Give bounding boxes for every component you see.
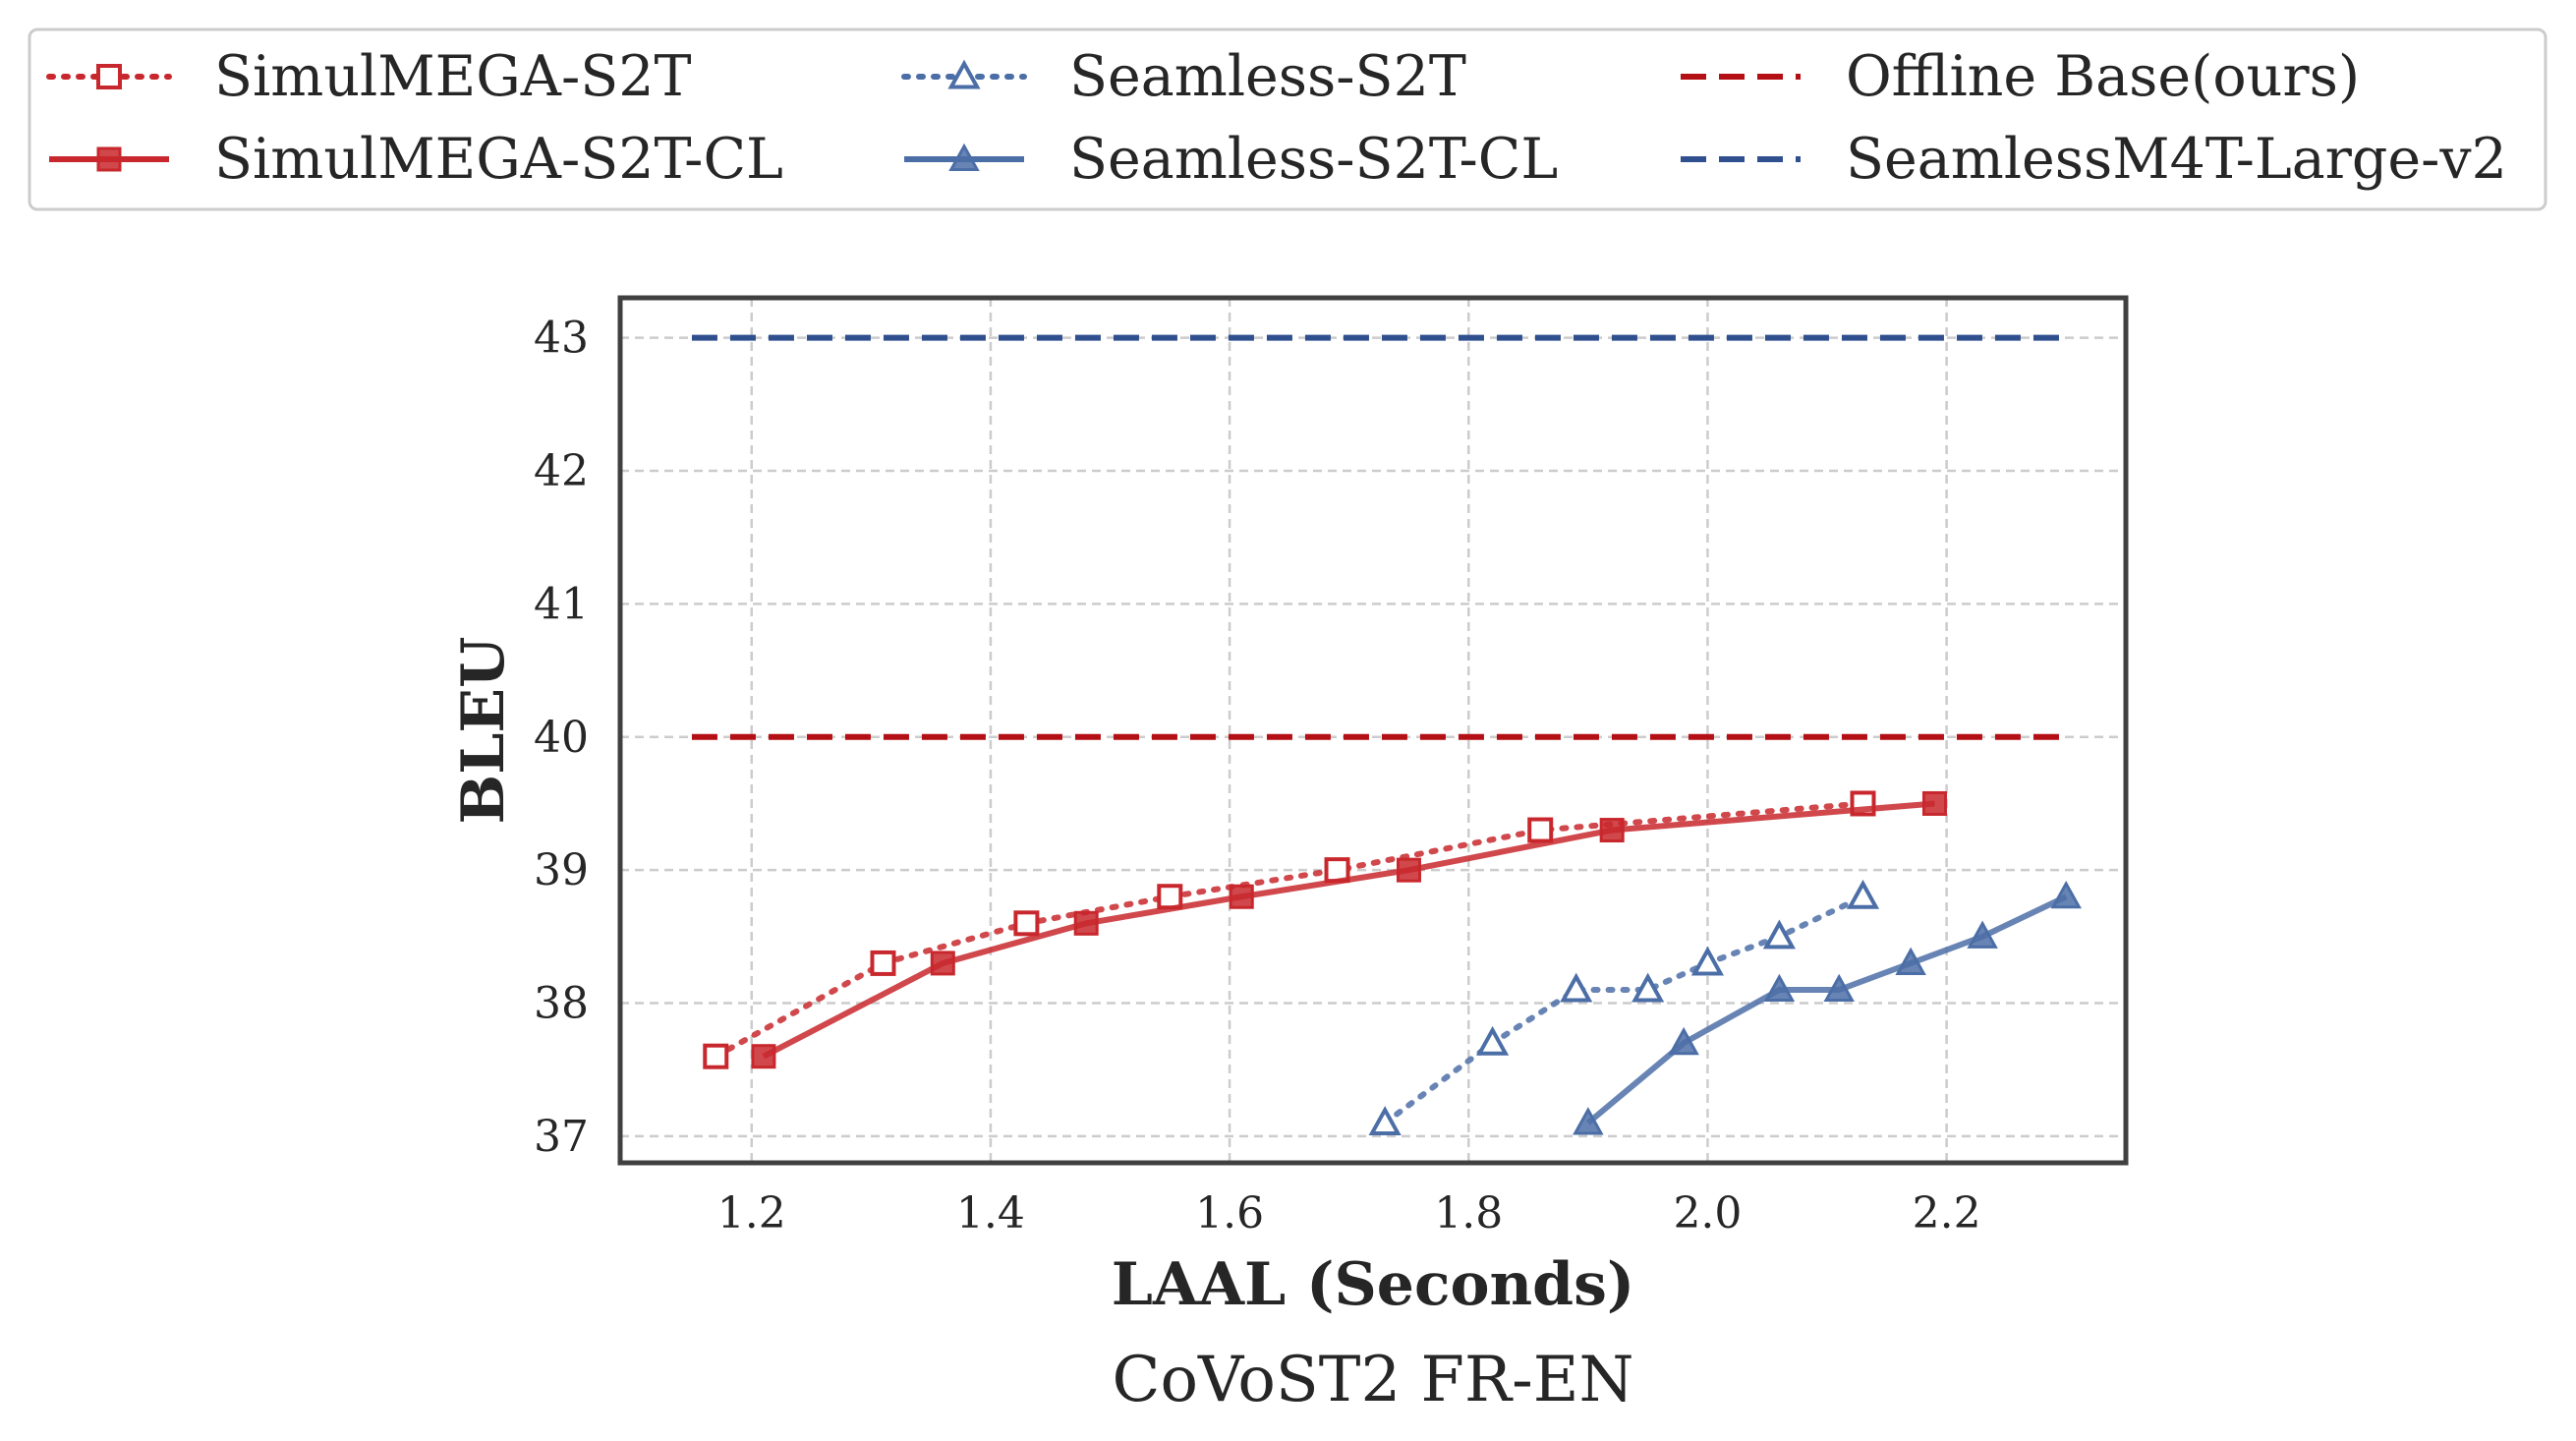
data-point [1763,973,1796,1003]
data-point [1368,1106,1402,1135]
data-point [2050,880,2082,909]
y-tick-label: 43 [534,314,589,364]
legend-entry: Seamless-S2T-CL [904,127,1558,192]
x-tick-label: 2.2 [1913,1188,1981,1239]
chart-caption: CoVoST2 FR-EN [1113,1344,1634,1416]
series-seamless-s2t-cl [1573,880,2082,1135]
data-point [1573,1107,1604,1135]
y-tick-label: 41 [534,579,589,629]
legend-label: Seamless-S2T-CL [1069,127,1558,192]
legend-entry: Seamless-S2T [901,44,1466,109]
data-point [1631,972,1665,1003]
data-point [1846,879,1880,909]
data-point [1073,910,1099,936]
data-point [1921,790,1947,816]
data-point [1475,1025,1510,1056]
legend-label: SeamlessM4T-Large-v2 [1846,127,2507,192]
legend-entry: SimulMEGA-S2T-CL [49,127,783,192]
y-tick-label: 39 [534,845,589,895]
x-axis-title: LAAL (Seconds) [1112,1250,1635,1319]
legend-entry: SimulMEGA-S2T [46,44,692,109]
legend-marker [96,64,122,89]
series-seamless-s2t [1368,879,1880,1135]
data-point [703,1043,729,1069]
legend: SimulMEGA-S2T SimulMEGA-S2T-CL Seamless-S2… [28,28,2547,211]
data-point [1823,973,1855,1003]
plot-background [620,298,2126,1163]
data-point [1013,910,1040,937]
legend-entry: Offline Base(ours) [1681,44,2360,109]
data-point [1157,884,1183,910]
plot-frame [617,295,2129,1166]
plot-area: 1.2 1.4 1.6 1.8 2.0 2.2 37 38 39 40 41 42 43 [534,295,2129,1239]
x-tick-label: 1.8 [1434,1188,1503,1239]
legend-entry: SeamlessM4T-Large-v2 [1681,127,2507,192]
data-point [1396,857,1421,883]
data-point [1967,920,1998,949]
legend-frame [28,28,2547,211]
data-point [1599,818,1625,843]
y-tick-label: 40 [534,713,589,763]
series-simulmega-s2t-cl [751,790,1947,1069]
legend-label: SimulMEGA-S2T [214,44,692,109]
y-tick-label: 42 [534,446,589,496]
x-tick-label: 1.4 [956,1188,1025,1239]
data-point [1690,946,1725,976]
data-point [870,950,896,976]
legend-marker [948,143,980,172]
data-point [1560,972,1593,1003]
data-point [1229,884,1254,909]
x-tick-label: 1.6 [1195,1188,1264,1239]
legend-label: Offline Base(ours) [1846,44,2360,109]
series-simulmega-s2t [703,790,1876,1069]
data-point [1527,817,1554,843]
data-point [1895,947,1926,975]
x-tick-label: 1.2 [717,1188,786,1239]
x-tick-label: 2.0 [1673,1188,1742,1239]
data-point [1668,1026,1699,1056]
y-tick-label: 37 [534,1112,589,1162]
data-point [930,951,955,976]
data-point [1762,919,1796,950]
legend-marker [96,146,122,172]
legend-label: Seamless-S2T [1069,44,1466,109]
data-point [751,1044,776,1069]
legend-label: SimulMEGA-S2T-CL [214,127,783,192]
y-axis-title: BLEU [449,637,518,825]
y-tick-label: 38 [534,979,589,1029]
legend-marker [947,59,981,89]
